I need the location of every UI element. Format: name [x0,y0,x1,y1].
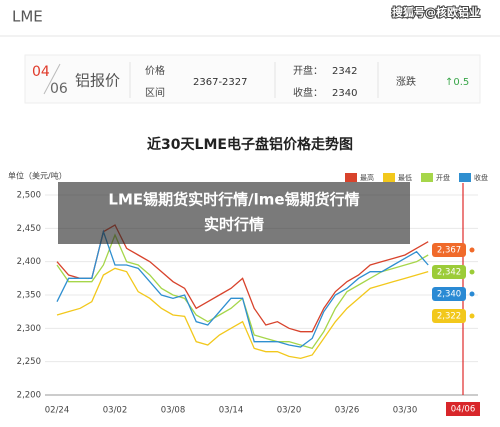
page-title: LME [12,8,43,26]
latest-tag-label: 2,342 [437,268,461,278]
overlay-text: 实时行情 [204,216,264,234]
latest-tag-label: 2,367 [437,246,461,256]
tag-dot [469,247,475,253]
y-tick-label: 2,500 [17,191,41,201]
tag-dot [469,269,475,275]
range-label: 区间 [145,86,165,99]
legend-label: 收盘 [474,173,488,182]
x-tick-label: 03/20 [277,406,302,416]
series-line [56,229,429,348]
latest-tag-label: 2,322 [437,312,461,322]
y-tick-label: 2,400 [17,257,41,267]
y-tick-label: 2,300 [17,324,41,334]
x-tick-label: 04/06 [451,405,476,415]
chart-title: 近30天LME电子盘铝价格走势图 [147,136,353,153]
latest-tag-label: 2,340 [437,290,461,300]
current-label-box [446,402,480,416]
price-name: 铝报价 [75,72,120,90]
close-label: 收盘： [293,86,323,99]
price-label: 价格 [145,64,165,77]
range: 2367-2327 [193,77,248,88]
x-tick-label: 03/14 [219,406,244,416]
change: ↑0.5 [445,77,469,88]
tag-dot [469,313,475,319]
y-tick-label: 2,350 [17,291,41,301]
open: 2342 [332,66,357,77]
change-label: 涨跌 [396,75,416,88]
latest-tag [432,243,466,257]
legend-label: 最高 [360,173,374,182]
overlay-text: LME锡期货实时行情/lme锡期货行情 [108,191,359,209]
date-slash [43,63,61,95]
y-tick-label: 2,250 [17,357,41,367]
legend-label: 开盘 [436,173,450,182]
x-tick-label: 03/02 [103,406,128,416]
x-tick-label: 03/08 [161,406,186,416]
y-axis-label: 单位（美元/吨） [8,171,67,181]
x-tick-label: 02/24 [45,406,70,416]
y-tick-label: 2,200 [17,391,41,401]
price-box [24,54,481,104]
day: 06 [50,81,68,97]
latest-tag [432,287,466,301]
x-tick-label: 03/30 [393,406,418,416]
plot: 2,200 2,250 2,300 2,350 2,400 2,450 2,500 02/24… [17,173,488,416]
legend-swatch [459,173,471,182]
legend-swatch [345,173,357,182]
x-tick-label: 03/26 [335,406,360,416]
legend-swatch [383,173,395,182]
close: 2340 [332,88,357,99]
latest-tag [432,265,466,279]
overlay-box [58,182,410,244]
month: 04 [32,64,50,80]
latest-tag [432,309,466,323]
legend-swatch [421,173,433,182]
watermark: 搜狐号@核欧铝业 [392,5,480,19]
y-tick-label: 2,450 [17,224,41,234]
open-label: 开盘： [293,64,323,77]
tag-dot [469,291,475,297]
series-line [56,267,429,359]
legend-label: 最低 [398,173,412,182]
